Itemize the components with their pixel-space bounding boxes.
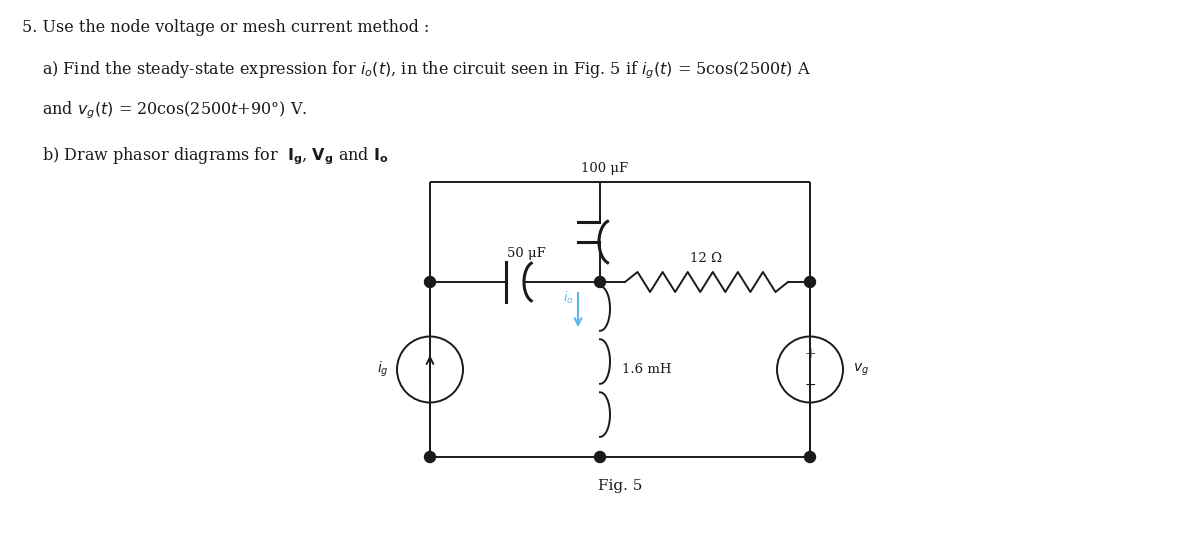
Text: $i_g$: $i_g$ — [377, 360, 389, 379]
Text: 100 μF: 100 μF — [582, 162, 629, 175]
Circle shape — [594, 277, 606, 287]
Text: $v_g$: $v_g$ — [853, 361, 869, 378]
Text: 12 Ω: 12 Ω — [690, 252, 722, 265]
Circle shape — [804, 452, 816, 462]
Text: −: − — [804, 379, 816, 393]
Text: $i_o$: $i_o$ — [563, 290, 574, 306]
Circle shape — [425, 277, 436, 287]
Circle shape — [425, 452, 436, 462]
Text: b) Draw phasor diagrams for  $\mathbf{I_g}$, $\mathbf{V_g}$ and $\mathbf{I_o}$: b) Draw phasor diagrams for $\mathbf{I_g… — [42, 145, 389, 166]
Text: +: + — [804, 347, 816, 361]
Text: 50 μF: 50 μF — [508, 247, 546, 260]
Text: 5. Use the node voltage or mesh current method :: 5. Use the node voltage or mesh current … — [22, 19, 430, 36]
Circle shape — [594, 452, 606, 462]
Text: 1.6 mH: 1.6 mH — [622, 363, 672, 376]
Circle shape — [804, 277, 816, 287]
Text: and $v_g(t)$ = 20cos(2500$t$+90°) V.: and $v_g(t)$ = 20cos(2500$t$+90°) V. — [42, 99, 307, 121]
Text: Fig. 5: Fig. 5 — [598, 479, 642, 493]
Text: a) Find the steady-state expression for $i_o(t)$, in the circuit seen in Fig. 5 : a) Find the steady-state expression for … — [42, 59, 811, 81]
